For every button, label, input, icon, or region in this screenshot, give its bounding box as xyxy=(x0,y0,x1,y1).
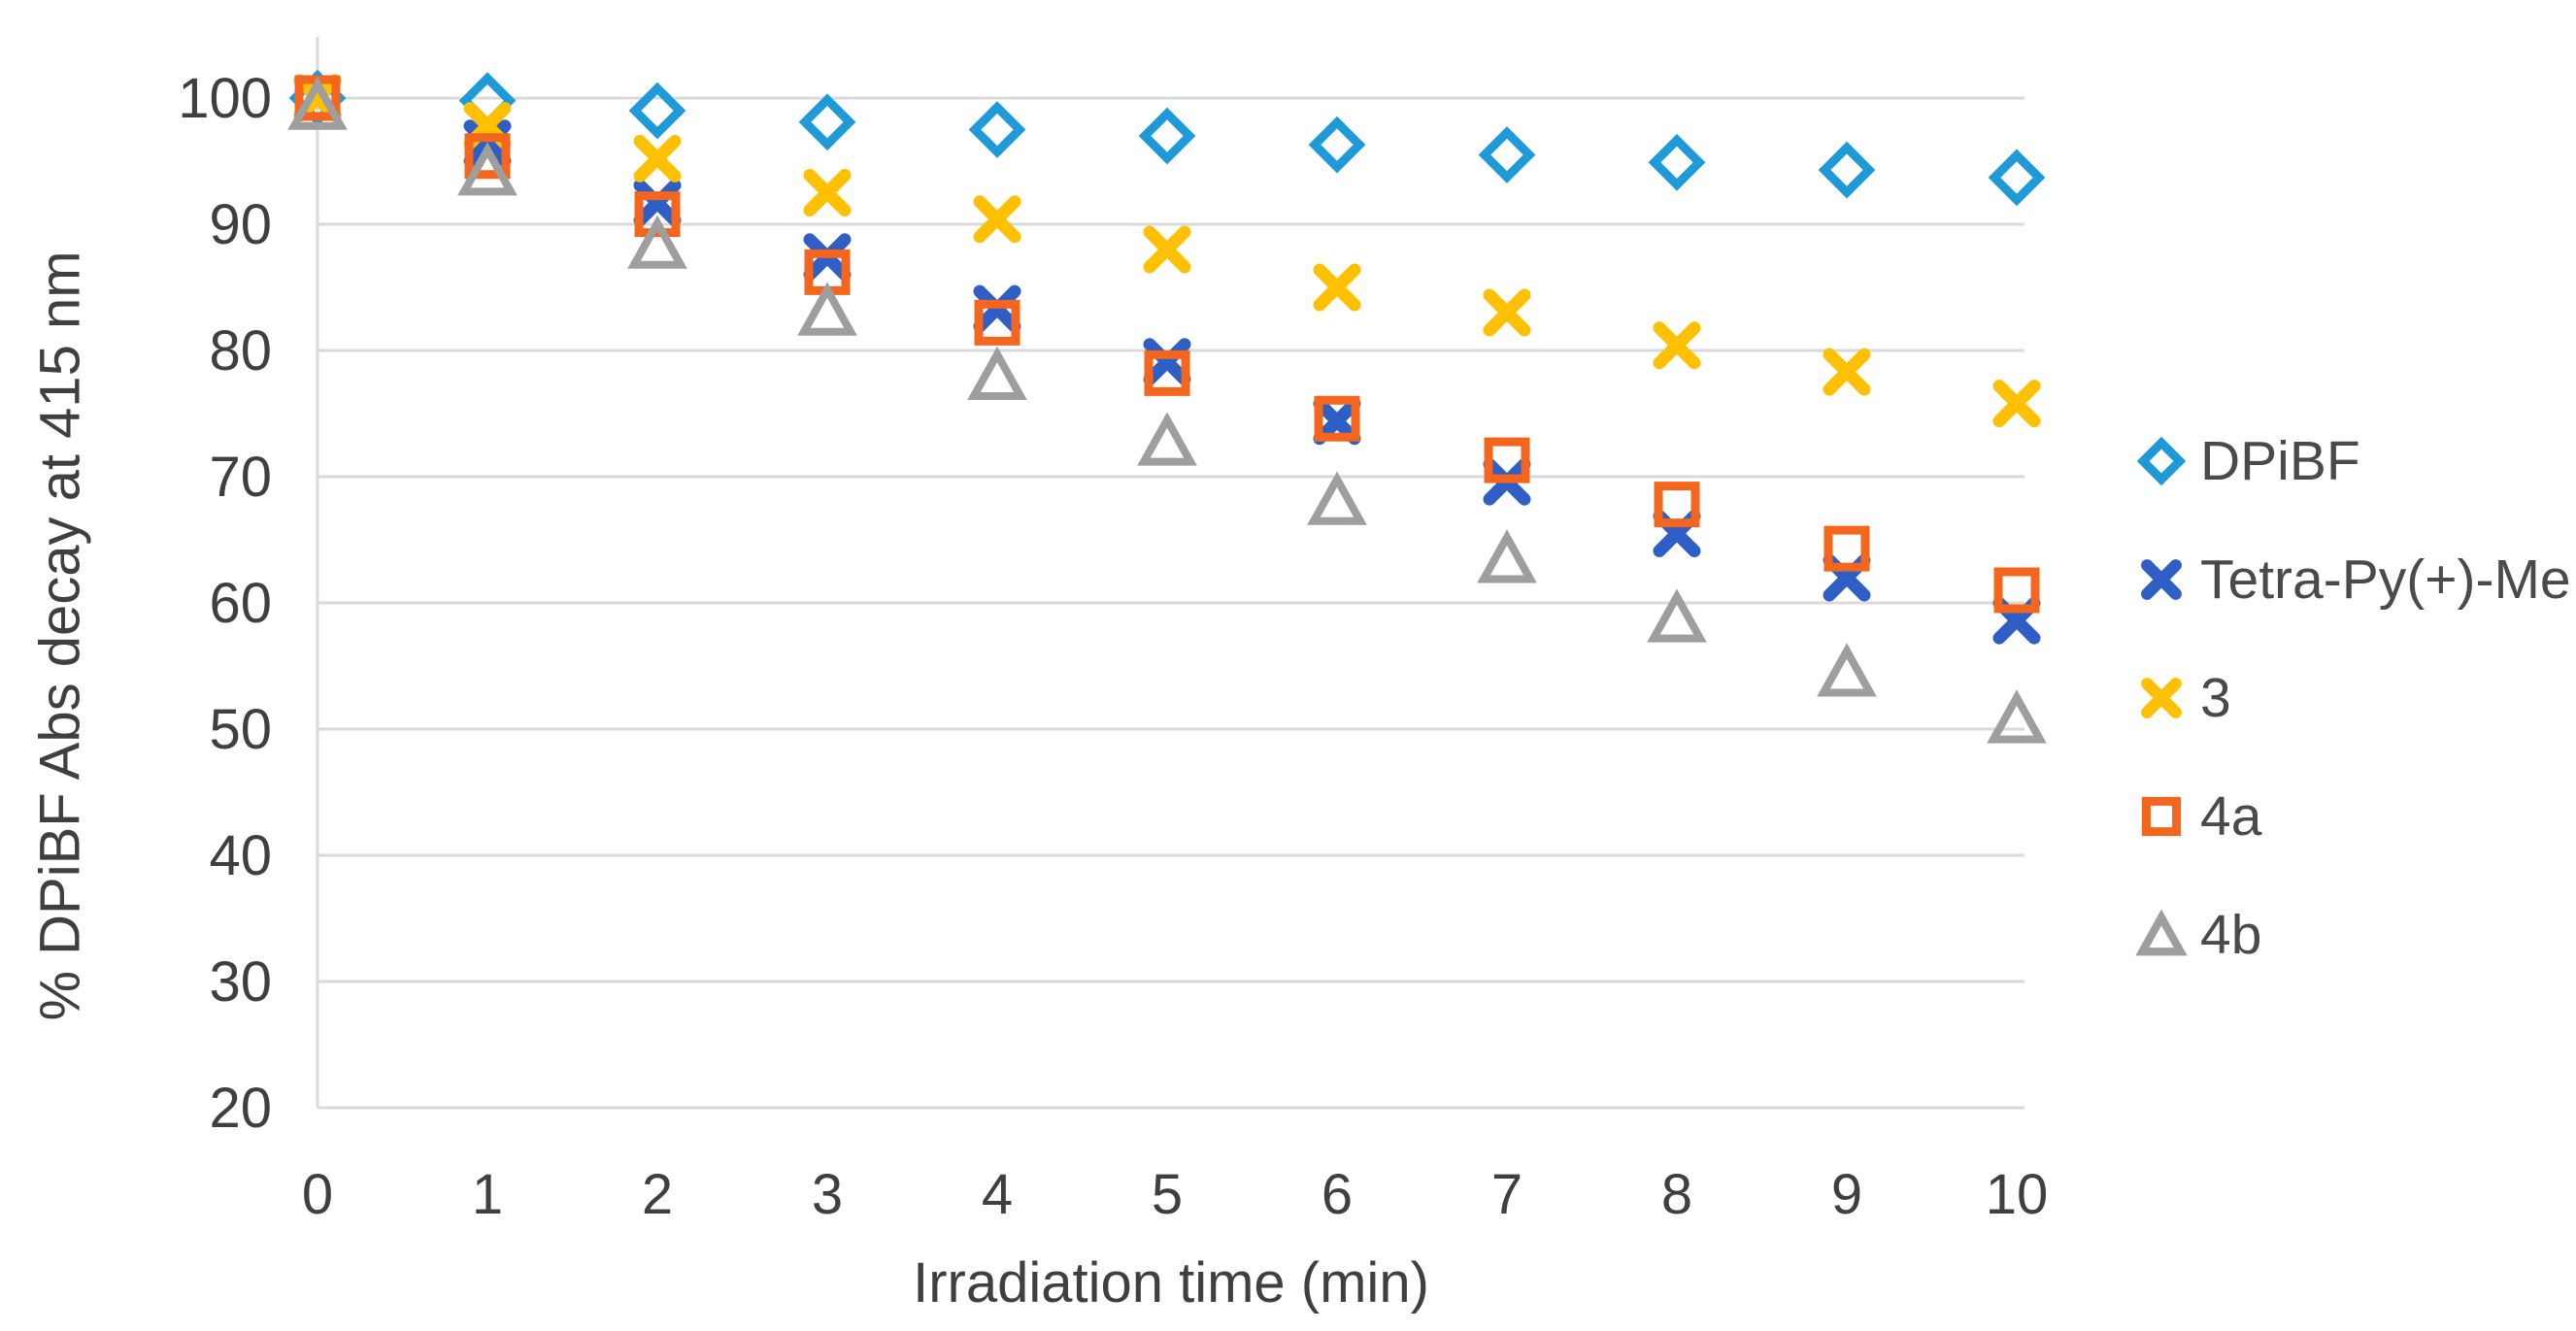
y-tick-80: 80 xyxy=(209,319,272,383)
legend-label: 4b xyxy=(2200,904,2262,966)
point-DPiBF-t10 xyxy=(1988,149,2046,207)
point-3-t5 xyxy=(1143,225,1191,274)
point-4a-t6 xyxy=(1314,395,1360,442)
legend-marker-square-icon xyxy=(2141,796,2182,837)
legend-marker-triangle-icon xyxy=(2135,909,2188,956)
legend-item-4a: 4a xyxy=(2134,784,2571,849)
point-DPiBF-t4 xyxy=(968,101,1026,158)
point-DPiBF-t2 xyxy=(628,82,686,140)
y-tick-60: 60 xyxy=(209,572,272,635)
legend: DPiBF Tetra-Py(+)-Me 3 4a 4b xyxy=(2134,429,2571,967)
gridlines xyxy=(318,96,2024,1110)
x-tick-8: 8 xyxy=(1661,1163,1692,1226)
y-tick-labels: 100 90 80 70 60 50 40 30 20 xyxy=(178,67,272,1140)
legend-item-4b: 4b xyxy=(2134,903,2571,967)
point-4b-t7 xyxy=(1477,529,1537,583)
series-DPiBF xyxy=(288,69,2046,207)
legend-marker-shape xyxy=(2135,909,2188,956)
point-4b-t5 xyxy=(1137,412,1197,466)
legend-marker-shape xyxy=(2141,559,2182,600)
point-4a-t3 xyxy=(804,249,851,295)
y-axis-title: % DPiBF Abs decay at 415 nm xyxy=(28,250,92,1021)
x-axis-title: Irradiation time (min) xyxy=(913,1251,1429,1314)
point-4b-t6 xyxy=(1307,471,1367,525)
point-DPiBF-t7 xyxy=(1478,126,1536,183)
point-4b-t0 xyxy=(287,76,348,130)
x-tick-1: 1 xyxy=(472,1163,503,1226)
point-4b-t1 xyxy=(457,142,518,196)
y-tick-20: 20 xyxy=(209,1077,272,1140)
x-tick-4: 4 xyxy=(982,1163,1013,1226)
point-DPiBF-t8 xyxy=(1648,133,1706,191)
point-4b-t10 xyxy=(1987,689,2047,744)
point-DPiBF-t9 xyxy=(1818,141,1876,199)
series-4a xyxy=(294,75,2040,614)
x-tick-5: 5 xyxy=(1152,1163,1183,1226)
point-4b-t4 xyxy=(967,346,1027,400)
legend-label: Tetra-Py(+)-Me xyxy=(2200,549,2571,611)
x-tick-7: 7 xyxy=(1491,1163,1522,1226)
point-4b-t9 xyxy=(1817,643,1877,697)
x-tick-9: 9 xyxy=(1831,1163,1862,1226)
point-4b-t2 xyxy=(627,215,687,269)
legend-label: DPiBF xyxy=(2200,430,2360,492)
point-3-t6 xyxy=(1313,263,1361,312)
point-4a-t9 xyxy=(1823,525,1870,572)
legend-marker-x-icon xyxy=(2141,559,2182,600)
y-tick-40: 40 xyxy=(209,824,272,887)
point-4b-t8 xyxy=(1647,588,1707,643)
point-DPiBF-t3 xyxy=(798,93,856,151)
point-4b-t3 xyxy=(797,282,857,336)
point-3-t4 xyxy=(973,195,1021,244)
point-4a-t7 xyxy=(1484,437,1530,483)
point-4a-t4 xyxy=(974,299,1020,346)
point-4a-t8 xyxy=(1654,482,1700,528)
x-tick-10: 10 xyxy=(1986,1163,2049,1226)
point-3-t10 xyxy=(1992,380,2041,428)
point-3-t3 xyxy=(803,169,852,216)
y-tick-50: 50 xyxy=(209,698,272,761)
legend-marker-shape xyxy=(2141,678,2182,718)
point-DPiBF-t6 xyxy=(1308,116,1366,174)
series-4b xyxy=(287,76,2047,744)
legend-item-3: 3 xyxy=(2134,666,2571,730)
point-4a-t5 xyxy=(1144,349,1190,396)
legend-item-dpibf: DPiBF xyxy=(2134,429,2571,493)
legend-marker-diamond-icon xyxy=(2136,436,2187,486)
point-4a-t2 xyxy=(634,191,681,238)
x-tick-0: 0 xyxy=(302,1163,333,1226)
point-3-t7 xyxy=(1483,288,1531,337)
legend-marker-x-icon xyxy=(2141,678,2182,718)
legend-label: 3 xyxy=(2200,667,2231,729)
point-Tetra-Py(+)-Me-t2 xyxy=(633,179,682,227)
legend-item-tetra-py-me: Tetra-Py(+)-Me xyxy=(2134,548,2571,612)
y-tick-30: 30 xyxy=(209,950,272,1014)
point-4a-t10 xyxy=(1993,567,2040,614)
point-3-t9 xyxy=(1823,348,1871,396)
point-3-t8 xyxy=(1653,321,1701,370)
legend-label: 4a xyxy=(2200,785,2262,848)
legend-marker-shape xyxy=(2136,436,2187,486)
series-3 xyxy=(293,74,2041,428)
point-Tetra-Py(+)-Me-t5 xyxy=(1143,338,1191,386)
legend-marker-shape xyxy=(2141,796,2182,837)
point-4a-t1 xyxy=(464,133,511,180)
y-tick-70: 70 xyxy=(209,446,272,509)
y-tick-90: 90 xyxy=(209,193,272,256)
y-tick-100: 100 xyxy=(178,67,272,130)
x-tick-labels: 0 1 2 3 4 5 6 7 8 9 10 xyxy=(302,1163,2048,1226)
x-tick-6: 6 xyxy=(1321,1163,1353,1226)
x-tick-2: 2 xyxy=(642,1163,673,1226)
point-3-t2 xyxy=(633,134,682,183)
x-tick-3: 3 xyxy=(812,1163,843,1226)
point-DPiBF-t5 xyxy=(1138,107,1196,165)
point-Tetra-Py(+)-Me-t4 xyxy=(973,284,1021,333)
